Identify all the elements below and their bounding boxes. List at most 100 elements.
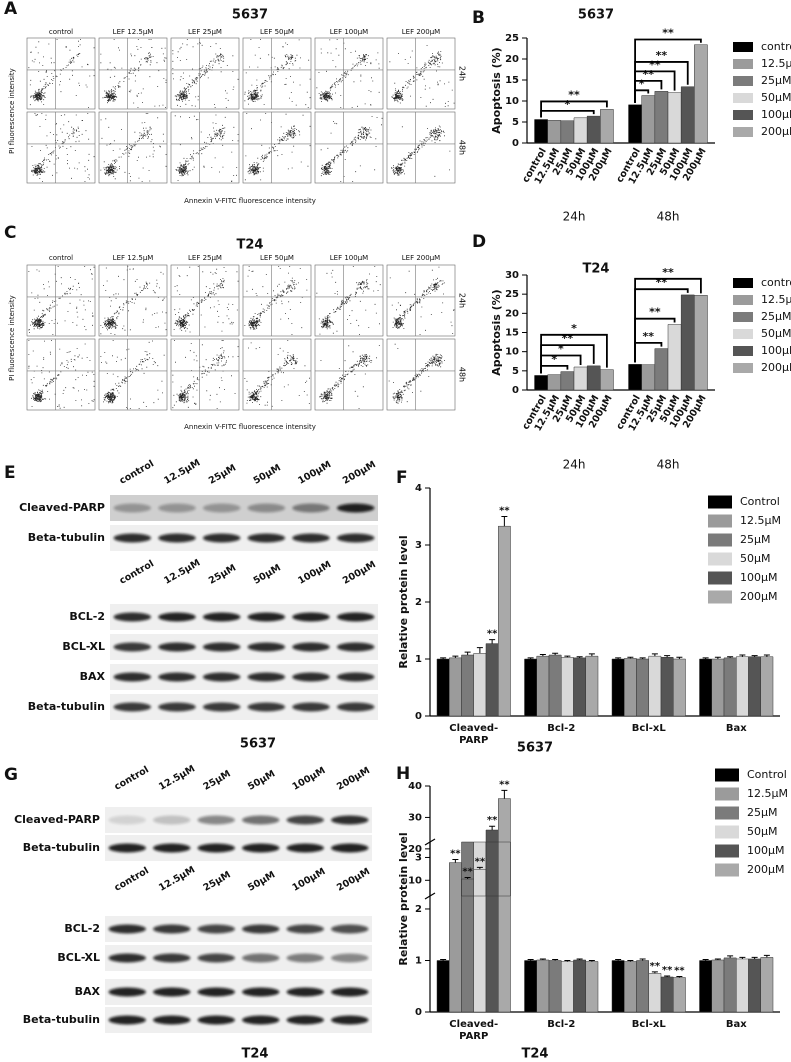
panel-letter: E: [4, 463, 16, 483]
blot-band: [202, 702, 241, 712]
category-label: Bcl-2: [547, 723, 576, 734]
blot-strip: [105, 1007, 372, 1033]
flow-events: [320, 116, 383, 182]
flow-events: [389, 266, 455, 335]
blot-band: [113, 702, 152, 712]
legend-label: 50μM: [761, 327, 791, 340]
blot-strip: [105, 916, 372, 942]
blot-band: [292, 672, 330, 682]
bar: [611, 960, 625, 1013]
significance-label: **: [649, 58, 661, 71]
y-tick-label: 5: [512, 117, 519, 128]
y-tick-label: 0: [415, 711, 422, 722]
flow-plot-frame: [242, 338, 312, 411]
error-bar: [763, 654, 770, 657]
panel-title: T24: [237, 238, 264, 253]
y-tick-label: 40: [408, 781, 422, 792]
error-bar: [664, 655, 671, 658]
blot-strip: [110, 495, 378, 521]
panel-letter: H: [396, 764, 410, 784]
panel-letter: F: [396, 468, 408, 488]
column-label: LEF 25μM: [188, 28, 222, 36]
significance-label: **: [643, 330, 655, 343]
y-axis-label: Apoptosis (%): [490, 289, 503, 375]
y-tick-label: 10: [505, 347, 519, 358]
bar: [534, 119, 548, 144]
error-bar: [588, 653, 595, 657]
blot-strip: [110, 604, 378, 630]
lane-label: 25μM: [207, 462, 238, 486]
blot-band: [331, 953, 369, 963]
blot-caption: T24: [242, 1047, 269, 1062]
bar: [641, 95, 656, 144]
error-bar: [501, 516, 508, 527]
flow-plot-frame: [386, 338, 456, 411]
column-label: LEF 100μM: [330, 254, 368, 262]
significance-label: **: [643, 68, 655, 81]
panel-letter: B: [472, 8, 485, 28]
flow-events: [28, 340, 95, 409]
bar: [436, 960, 450, 1013]
group-label: 24h: [563, 210, 586, 224]
flow-events: [391, 125, 451, 177]
bar: [436, 658, 450, 717]
flow-plot-frame: [98, 338, 168, 411]
bar: [561, 657, 574, 717]
legend-label: 12.5μM: [761, 293, 791, 306]
y-tick-label: 25: [505, 289, 519, 300]
blot-band: [247, 702, 286, 712]
error-bar: [539, 653, 546, 657]
legend-label: 50μM: [747, 825, 778, 838]
bar: [485, 643, 499, 717]
lane-label: control: [118, 558, 156, 586]
significance-label: **: [475, 856, 486, 867]
legend-label: 100μM: [761, 344, 791, 357]
blot-band: [247, 533, 286, 543]
error-bar: [702, 958, 709, 961]
row-label: BAX: [80, 670, 106, 683]
error-bar: [727, 656, 734, 658]
blot-band: [158, 702, 196, 712]
legend-label: 25μM: [747, 806, 778, 819]
blot-band: [202, 612, 241, 622]
error-bar: [489, 825, 496, 830]
legend-swatch: [715, 863, 739, 877]
error-bar: [501, 789, 508, 799]
error-bar: [714, 656, 721, 659]
flow-events: [174, 114, 239, 182]
lane-label: control: [113, 865, 151, 893]
error-bar: [576, 656, 583, 658]
flow-events: [31, 113, 95, 182]
blot-band: [247, 642, 286, 652]
blot-band: [158, 612, 196, 622]
flow-events: [28, 39, 95, 108]
significance-label: **: [662, 965, 673, 976]
error-bar: [763, 954, 770, 958]
error-bar: [615, 657, 622, 659]
error-bar: [440, 657, 447, 659]
legend-label: 12.5μM: [761, 57, 791, 70]
legend-swatch: [708, 533, 732, 547]
lane-label: 100μM: [291, 765, 328, 793]
legend-swatch: [715, 825, 739, 839]
column-label: LEF 12.5μM: [113, 254, 154, 262]
y-axis-label: Relative protein level: [397, 535, 410, 668]
error-bar: [464, 651, 471, 656]
blot-band: [247, 612, 286, 622]
bar: [636, 960, 649, 1013]
blot-band: [286, 987, 324, 997]
bar: [560, 120, 575, 144]
error-bar: [564, 655, 571, 658]
y-tick-label: 0: [415, 1007, 422, 1018]
flow-events: [244, 113, 311, 181]
flow-events: [173, 266, 239, 333]
column-label: LEF 200μM: [402, 254, 440, 262]
y-tick-label: 20: [505, 54, 519, 65]
significance-label: **: [462, 866, 473, 877]
blot-band: [108, 953, 146, 963]
significance-bracket: [540, 100, 608, 118]
significance-label: **: [662, 266, 674, 279]
bar: [699, 960, 712, 1013]
lane-label: 25μM: [202, 768, 233, 792]
bar: [648, 973, 662, 1013]
